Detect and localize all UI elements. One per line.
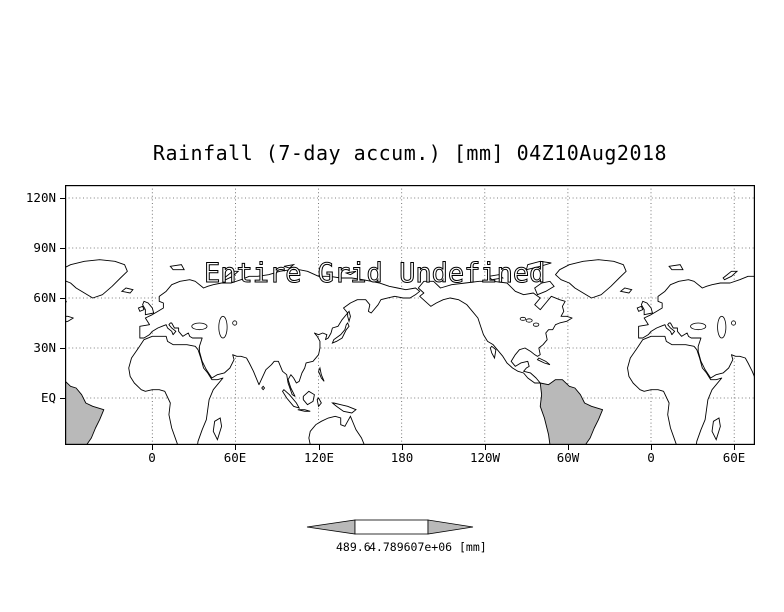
y-tick-mark (60, 248, 65, 249)
colorbar (306, 519, 474, 535)
y-tick-mark (60, 198, 65, 199)
y-tick-label: 120N (25, 190, 56, 205)
plot-title: Rainfall (7-day accum.) [mm] 04Z10Aug201… (152, 141, 668, 165)
y-tick-label: 60N (33, 290, 56, 305)
colorbar-min-label: 489.6 (336, 540, 371, 554)
x-tick-label: 180 (390, 450, 414, 465)
x-tick-mark (152, 445, 153, 450)
colorbar-middle-segment (354, 519, 429, 535)
x-tick-label: 120E (303, 450, 335, 465)
y-tick-label: EQ (40, 390, 56, 405)
map-plot-area (65, 185, 755, 445)
y-tick-label: 30N (33, 340, 56, 355)
colorbar-left-arrow (306, 519, 356, 535)
colorbar-right-arrow (427, 519, 474, 535)
x-tick-mark (402, 445, 403, 450)
colorbar-max-label: 4.789607e+06 (369, 540, 453, 554)
x-tick-mark (651, 445, 652, 450)
y-tick-label: 90N (33, 240, 56, 255)
x-tick-mark (568, 445, 569, 450)
x-tick-mark (319, 445, 320, 450)
x-tick-mark (235, 445, 236, 450)
y-tick-mark (60, 348, 65, 349)
x-tick-mark (485, 445, 486, 450)
x-tick-label: 0 (148, 450, 156, 465)
x-tick-label: 60E (722, 450, 746, 465)
x-tick-mark (734, 445, 735, 450)
x-tick-label: 60E (223, 450, 247, 465)
y-tick-mark (60, 298, 65, 299)
x-tick-label: 0 (647, 450, 655, 465)
x-tick-label: 120W (469, 450, 501, 465)
x-tick-label: 60W (556, 450, 580, 465)
plot-border (65, 185, 755, 445)
grid-undefined-watermark: Entire Grid Undefined (203, 258, 546, 290)
colorbar-unit-label: [mm] (459, 540, 487, 554)
y-tick-mark (60, 398, 65, 399)
